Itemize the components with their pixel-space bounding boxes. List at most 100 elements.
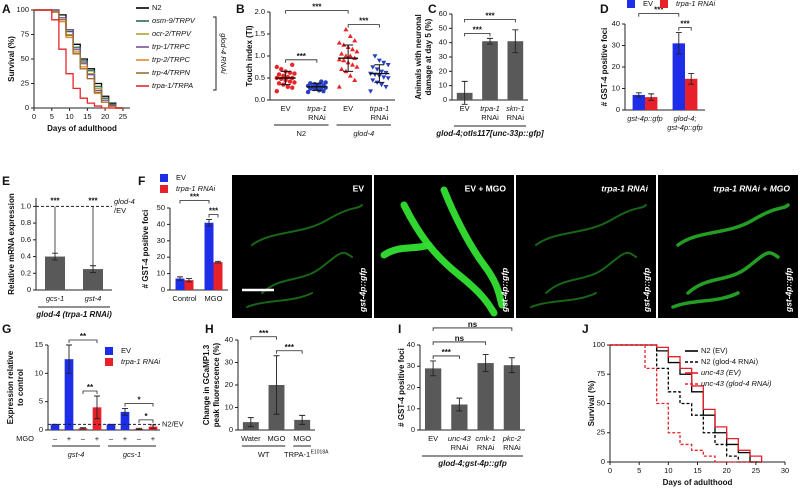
survival-line bbox=[34, 9, 123, 109]
data-point bbox=[341, 57, 347, 63]
image-tag: gst-4p::gfp bbox=[641, 268, 651, 313]
x-tick-label: glod-4; bbox=[674, 114, 697, 123]
x-tick-label: MGO bbox=[293, 434, 311, 443]
reference-label: glod-4 bbox=[114, 197, 135, 206]
group-label: WT bbox=[258, 450, 270, 459]
x-tick-label: MGO bbox=[268, 434, 286, 443]
legend-bracket bbox=[213, 16, 217, 91]
data-point bbox=[381, 60, 387, 66]
comparison-label: *** bbox=[680, 20, 690, 29]
error-bar bbox=[94, 395, 100, 420]
error-bar bbox=[430, 360, 437, 377]
bar bbox=[672, 43, 685, 110]
data-point bbox=[274, 89, 280, 94]
legend-group-label: glod-4 RNAi bbox=[219, 33, 228, 74]
x-axis-label: Days of adulthood bbox=[47, 124, 117, 133]
comparison-bracket bbox=[347, 24, 380, 28]
reference-label: /EV bbox=[114, 206, 126, 215]
y-tick-label: 0 bbox=[39, 425, 43, 434]
panel-letter: F bbox=[138, 174, 145, 188]
data-point bbox=[279, 67, 284, 72]
panel-letter: C bbox=[428, 2, 437, 16]
group-label: gst-4 bbox=[68, 450, 85, 459]
y-tick-label: 100 bbox=[16, 5, 29, 14]
x-tick-label: 10 bbox=[65, 112, 73, 121]
image-label: EV + MGO bbox=[465, 183, 507, 193]
y-tick-label: 20 bbox=[407, 382, 415, 391]
y-tick-label: 10 bbox=[225, 402, 233, 411]
legend-label: trpa-1 RNAi bbox=[121, 357, 161, 366]
y-tick-label: 50 bbox=[157, 203, 165, 212]
panel-letter: I bbox=[398, 322, 401, 336]
data-point bbox=[321, 89, 326, 94]
legend-label: N2 bbox=[152, 3, 162, 12]
x-axis-label: glod-4;gst-4p::gfp bbox=[437, 459, 507, 468]
comparison-label: *** bbox=[209, 207, 219, 216]
data-point bbox=[336, 84, 342, 89]
data-point bbox=[347, 53, 353, 58]
x-tick-label: EV bbox=[460, 104, 470, 113]
x-tick-label: RNAi bbox=[477, 443, 495, 452]
panel-letter: G bbox=[2, 322, 11, 336]
data-point bbox=[312, 81, 317, 87]
panel-letter: J bbox=[582, 322, 589, 336]
x-tick-label: gst-4p::gfp bbox=[627, 114, 662, 123]
comparison-label: *** bbox=[312, 3, 322, 12]
y-tick-label: 20 bbox=[157, 252, 165, 261]
legend-label: ocr-2/TRPV bbox=[152, 29, 192, 38]
legend-label: trpa-1/TRPA bbox=[152, 81, 193, 90]
y-tick-label: 30 bbox=[157, 236, 165, 245]
x-tick-label: Water bbox=[241, 434, 261, 443]
legend-label: trp-2/TRPC bbox=[152, 55, 191, 64]
y-axis-label: peak fluorescence (%) bbox=[212, 342, 221, 427]
x-tick-label: 25 bbox=[119, 112, 127, 121]
data-point bbox=[285, 84, 291, 90]
y-tick-label: 30 bbox=[225, 357, 233, 366]
legend-swatch bbox=[660, 0, 668, 8]
data-point bbox=[308, 81, 313, 86]
data-point bbox=[343, 27, 349, 32]
y-axis-label: # GST-4 positive foci bbox=[141, 210, 150, 289]
worm bbox=[535, 204, 647, 246]
error-bar bbox=[299, 414, 306, 425]
comparison-bracket bbox=[138, 419, 154, 423]
legend-label: trp-1/TRPC bbox=[152, 42, 191, 51]
data-point bbox=[339, 51, 345, 56]
comparison-bracket bbox=[276, 350, 303, 354]
error-bar bbox=[648, 93, 655, 101]
x-tick-label: trpa-1 bbox=[370, 104, 390, 113]
comparison-bracket bbox=[638, 13, 680, 17]
data-point bbox=[372, 54, 378, 59]
data-point bbox=[276, 81, 282, 86]
worm bbox=[261, 251, 353, 294]
comparison-label: ns bbox=[468, 320, 478, 329]
image-label: EV bbox=[353, 183, 365, 193]
y-axis-label: Touch index (TI) bbox=[245, 25, 254, 87]
comparison-bracket bbox=[208, 214, 219, 218]
comparison-label: *** bbox=[442, 348, 452, 357]
y-tick-label: 0.6 bbox=[21, 235, 31, 244]
bar bbox=[477, 363, 494, 430]
data-point bbox=[290, 62, 295, 67]
bar bbox=[64, 359, 74, 430]
x-tick-label: trpa-1 bbox=[307, 104, 327, 113]
survival-line bbox=[610, 344, 762, 463]
data-point bbox=[290, 85, 295, 90]
data-point bbox=[381, 75, 387, 80]
y-axis-label: to control bbox=[16, 369, 25, 406]
error-bar bbox=[273, 355, 280, 415]
y-tick-label: 0.0 bbox=[255, 95, 265, 104]
legend-label: EV bbox=[121, 346, 131, 355]
y-axis-label: # GST-4 positive foci bbox=[397, 348, 406, 427]
bar bbox=[83, 269, 103, 290]
bar bbox=[482, 41, 498, 100]
x-tick-label: trpa-1 bbox=[480, 104, 500, 113]
legend-label: unc-43 (glod-4 RNAi) bbox=[701, 379, 772, 388]
y-tick-label: 2.0 bbox=[255, 7, 265, 16]
y-axis-label: Survival (%) bbox=[587, 380, 596, 426]
bar bbox=[204, 222, 214, 290]
x-axis-label: glod-4;otIs117[unc-33p::gfp] bbox=[435, 129, 544, 138]
legend-label: N2 (EV) bbox=[701, 346, 728, 355]
bar bbox=[645, 97, 658, 110]
